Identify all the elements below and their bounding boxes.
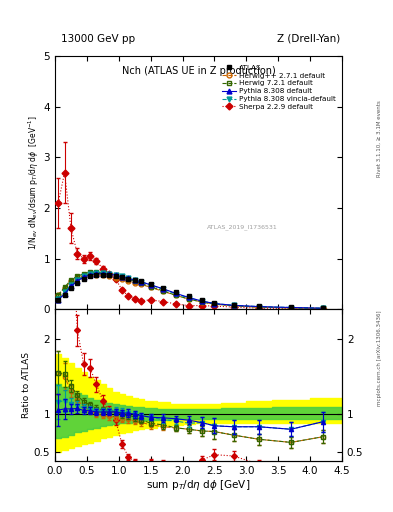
X-axis label: sum p$_T$/d$\eta$ d$\phi$ [GeV]: sum p$_T$/d$\eta$ d$\phi$ [GeV] bbox=[146, 478, 251, 493]
Text: 13000 GeV pp: 13000 GeV pp bbox=[61, 33, 135, 44]
Text: Rivet 3.1.10, ≥ 3.1M events: Rivet 3.1.10, ≥ 3.1M events bbox=[377, 100, 382, 177]
Text: mcplots.cern.ch [arXiv:1306.3436]: mcplots.cern.ch [arXiv:1306.3436] bbox=[377, 311, 382, 406]
Text: Z (Drell-Yan): Z (Drell-Yan) bbox=[277, 33, 340, 44]
Legend: ATLAS, Herwig++ 2.7.1 default, Herwig 7.2.1 default, Pythia 8.308 default, Pythi: ATLAS, Herwig++ 2.7.1 default, Herwig 7.… bbox=[220, 62, 338, 112]
Text: Nch (ATLAS UE in Z production): Nch (ATLAS UE in Z production) bbox=[121, 67, 275, 76]
Text: ATLAS_2019_I1736531: ATLAS_2019_I1736531 bbox=[207, 224, 278, 230]
Y-axis label: Ratio to ATLAS: Ratio to ATLAS bbox=[22, 352, 31, 418]
Y-axis label: 1/N$_{ev}$ dN$_{ev}$/dsum p$_T$/d$\eta$ d$\phi$  [GeV$^{-1}$]: 1/N$_{ev}$ dN$_{ev}$/dsum p$_T$/d$\eta$ … bbox=[26, 115, 41, 250]
